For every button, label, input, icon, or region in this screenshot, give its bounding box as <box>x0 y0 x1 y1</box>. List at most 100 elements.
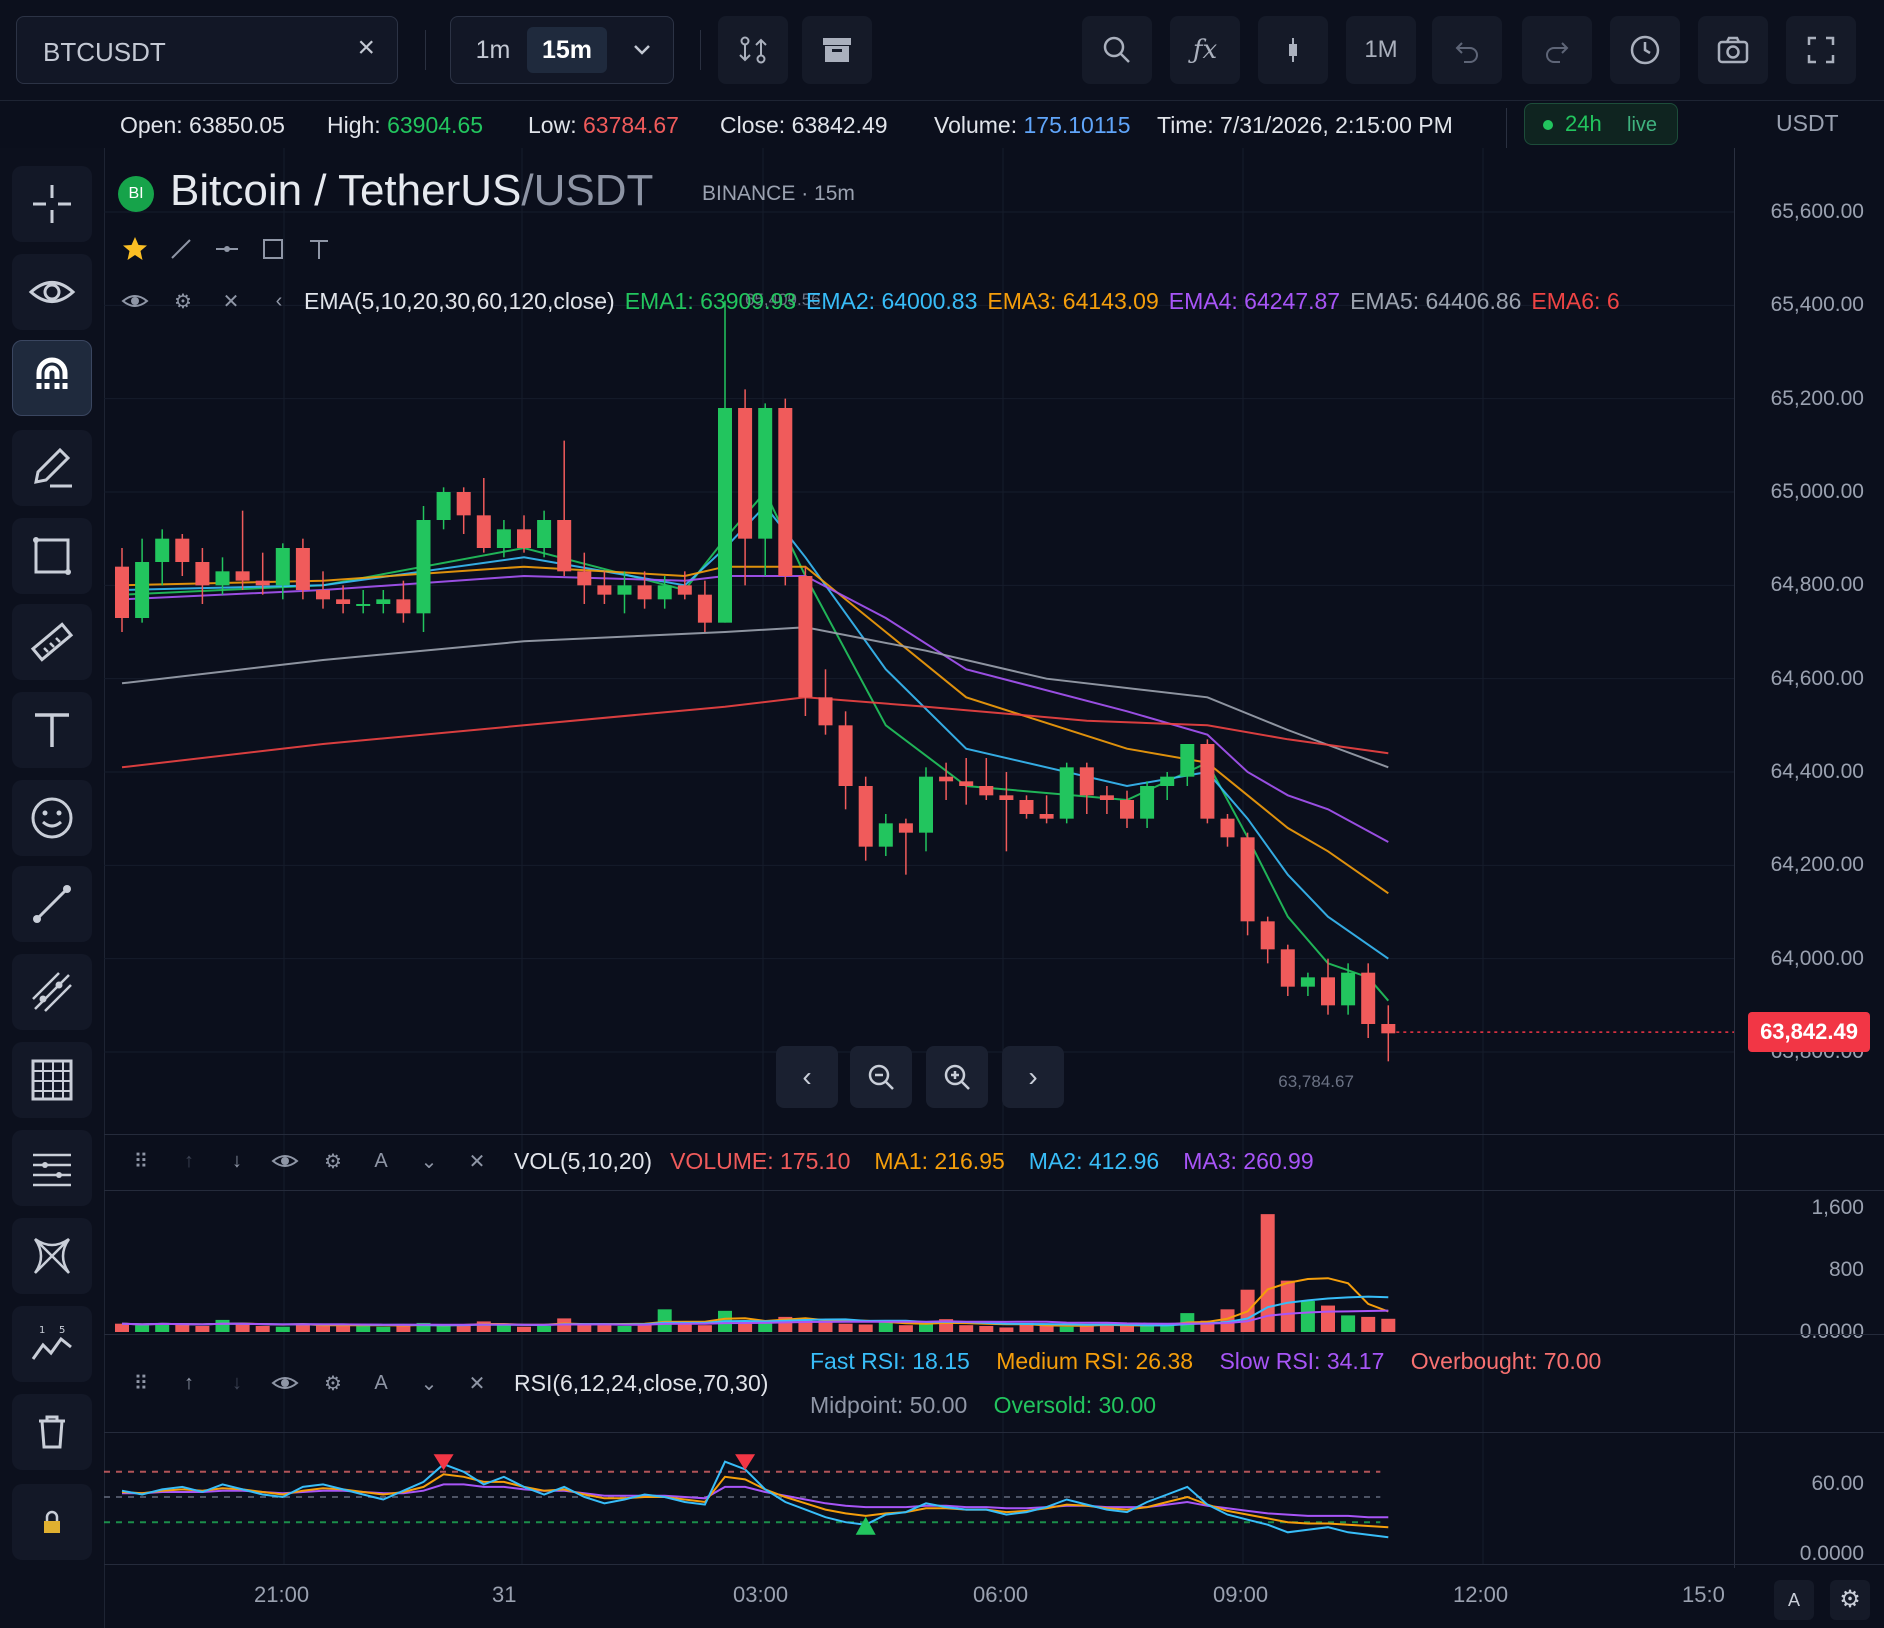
exchange-info: BINANCE · 15m <box>702 182 855 205</box>
drag-handle-icon[interactable]: ⠿ <box>133 1372 149 1395</box>
settings-button[interactable]: ⚙ <box>1830 1580 1870 1620</box>
candle-body <box>215 571 230 586</box>
volume-bar <box>376 1326 391 1332</box>
gear-icon[interactable]: ⚙ <box>324 1372 342 1395</box>
volume-bar <box>1220 1309 1235 1332</box>
volume-bar <box>396 1325 411 1332</box>
compare-button[interactable] <box>718 16 788 84</box>
history-button[interactable] <box>1610 16 1680 84</box>
gear-icon[interactable]: ⚙ <box>174 290 192 313</box>
search-icon <box>1103 36 1130 63</box>
live-text: live <box>1627 114 1658 136</box>
auto-scale-button[interactable]: A <box>1774 1580 1814 1620</box>
function-button[interactable]: ƒx <box>1170 16 1240 84</box>
volume-bar <box>1200 1320 1215 1332</box>
interval-1m[interactable]: 1m <box>475 36 511 64</box>
chevron-left-icon[interactable]: ‹ <box>275 289 283 312</box>
pattern-tool[interactable] <box>12 1218 92 1294</box>
symbol-search-box[interactable]: BTCUSDT × <box>16 16 398 84</box>
range-button[interactable]: 1M <box>1346 16 1416 84</box>
delete-tool[interactable] <box>12 1394 92 1470</box>
emoji-tool[interactable] <box>12 780 92 856</box>
channel-tool[interactable] <box>12 954 92 1030</box>
volume-bar <box>115 1323 129 1332</box>
scroll-left-button[interactable]: ‹ <box>776 1046 838 1108</box>
eye-icon[interactable] <box>268 1144 302 1178</box>
arrow-down-icon[interactable]: ↓ <box>232 1371 242 1394</box>
rsi-ytick: 0.0000 <box>1799 1542 1864 1565</box>
trend-line-tool[interactable] <box>12 866 92 942</box>
trash-icon <box>39 1415 65 1449</box>
lock-tool[interactable] <box>12 1484 92 1560</box>
volume-bar <box>1341 1315 1356 1332</box>
text-tool[interactable] <box>12 692 92 768</box>
font-icon[interactable]: A <box>374 1149 388 1172</box>
crosshair-tool[interactable] <box>12 166 92 242</box>
drag-handle-icon[interactable]: ⠿ <box>133 1150 149 1173</box>
magnet-tool[interactable] <box>12 340 92 416</box>
arrow-down-icon[interactable]: ↓ <box>232 1149 242 1172</box>
zoom-out-button[interactable] <box>850 1046 912 1108</box>
candle-body <box>1140 786 1155 819</box>
arrow-up-icon[interactable]: ↑ <box>184 1371 194 1394</box>
interval-selector[interactable]: 1m 15m <box>450 16 674 84</box>
favorite-star-icon[interactable] <box>118 232 152 266</box>
gear-icon[interactable]: ⚙ <box>324 1150 342 1173</box>
candle-body <box>396 599 411 614</box>
ema-line-ema4 <box>121 574 1389 843</box>
visibility-tool[interactable] <box>12 254 92 330</box>
vol-ma2: MA2: 412.96 <box>1028 1147 1160 1174</box>
scroll-right-button[interactable]: › <box>1002 1046 1064 1108</box>
archive-button[interactable] <box>802 16 872 84</box>
fullscreen-button[interactable] <box>1786 16 1856 84</box>
candle-body <box>1260 921 1275 950</box>
undo-button[interactable] <box>1432 16 1502 84</box>
volume-bar <box>657 1309 672 1332</box>
interval-15m[interactable]: 15m <box>527 27 607 73</box>
horizontal-line-icon[interactable] <box>210 232 244 266</box>
candle-body <box>1381 1024 1396 1034</box>
chevron-down-icon[interactable] <box>627 35 657 70</box>
ohlc-volume: Volume: 175.10115 <box>934 112 1131 138</box>
search-button[interactable] <box>1082 16 1152 84</box>
chart-canvas[interactable]: 65,409.56 63,784.67 <box>104 148 1884 1628</box>
candle-body <box>517 529 531 548</box>
volume-bar <box>919 1323 933 1332</box>
crosshair-icon <box>33 185 71 223</box>
zoom-in-button[interactable] <box>926 1046 988 1108</box>
close-icon[interactable]: ✕ <box>468 1372 486 1395</box>
candle-body <box>135 562 150 618</box>
eye-icon[interactable] <box>268 1366 302 1400</box>
close-icon[interactable]: × <box>357 31 375 64</box>
ohlc-close: Close: 63842.49 <box>720 112 888 138</box>
square-draw-icon[interactable] <box>256 232 290 266</box>
close-icon[interactable]: ✕ <box>468 1150 486 1173</box>
arrow-up-icon[interactable]: ↑ <box>184 1149 194 1172</box>
volume-bar <box>1280 1280 1295 1332</box>
fib-tool[interactable] <box>12 1130 92 1206</box>
rectangle-tool[interactable] <box>12 518 92 594</box>
font-icon[interactable]: A <box>374 1371 388 1394</box>
chevron-right-icon: › <box>1028 1061 1038 1092</box>
chart-area[interactable]: 65,409.56 63,784.67 <box>104 148 1884 1628</box>
chevron-down-icon[interactable]: ⌄ <box>420 1372 438 1395</box>
volume-bar <box>1099 1323 1114 1332</box>
eye-icon[interactable] <box>118 284 152 318</box>
screenshot-button[interactable] <box>1698 16 1768 84</box>
candle-type-button[interactable] <box>1258 16 1328 84</box>
function-icon: ƒx <box>1192 35 1218 65</box>
volume-bar <box>1260 1214 1275 1332</box>
candle-body <box>959 781 974 786</box>
line-draw-icon[interactable] <box>164 232 198 266</box>
text-draw-icon[interactable] <box>302 232 336 266</box>
candle-body <box>1120 800 1134 819</box>
symbol-input[interactable]: BTCUSDT <box>43 37 166 67</box>
ema-line-ema3 <box>121 565 1389 895</box>
close-icon[interactable]: ✕ <box>222 290 240 313</box>
chevron-down-icon[interactable]: ⌄ <box>420 1150 438 1173</box>
ruler-tool[interactable] <box>12 604 92 680</box>
pencil-tool[interactable] <box>12 430 92 506</box>
grid-tool[interactable] <box>12 1042 92 1118</box>
redo-button[interactable] <box>1522 16 1592 84</box>
